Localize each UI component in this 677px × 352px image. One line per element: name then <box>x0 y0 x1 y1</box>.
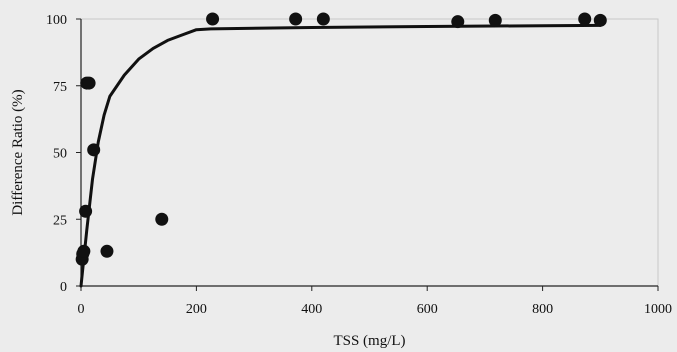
trend-line <box>79 23 602 288</box>
data-point-7 <box>100 244 114 258</box>
x-axis-title: TSS (mg/L) <box>333 333 405 349</box>
data-point-14 <box>578 12 592 26</box>
data-point-15 <box>593 13 607 27</box>
data-point-2 <box>77 244 91 258</box>
y-axis-title: Difference Ratio (%) <box>10 89 26 215</box>
data-point-8 <box>155 212 169 226</box>
data-point-5 <box>82 76 96 90</box>
y-tick-label-75: 75 <box>53 80 67 95</box>
y-tick-label-100: 100 <box>46 13 67 28</box>
x-tick-label-200: 200 <box>186 302 207 317</box>
x-tick-label-1000: 1000 <box>644 302 672 317</box>
series-layer <box>75 12 607 288</box>
data-point-6 <box>87 143 101 157</box>
x-tick-label-0: 0 <box>78 302 85 317</box>
y-tick-label-50: 50 <box>53 147 67 162</box>
y-axis: 0 25 50 75 100 <box>46 13 82 295</box>
x-axis: 0 200 400 600 800 1000 <box>78 285 672 317</box>
data-point-13 <box>488 13 502 27</box>
y-tick-label-0: 0 <box>60 280 67 295</box>
x-tick-label-800: 800 <box>532 302 553 317</box>
data-point-9 <box>206 12 220 26</box>
plot-frame <box>80 18 659 287</box>
y-tick-label-25: 25 <box>53 213 67 228</box>
data-point-3 <box>79 204 93 218</box>
plot-area <box>80 18 659 287</box>
data-point-10 <box>289 12 303 26</box>
x-tick-label-400: 400 <box>301 302 322 317</box>
data-point-12 <box>451 15 465 29</box>
x-tick-label-600: 600 <box>417 302 438 317</box>
data-point-11 <box>316 12 330 26</box>
